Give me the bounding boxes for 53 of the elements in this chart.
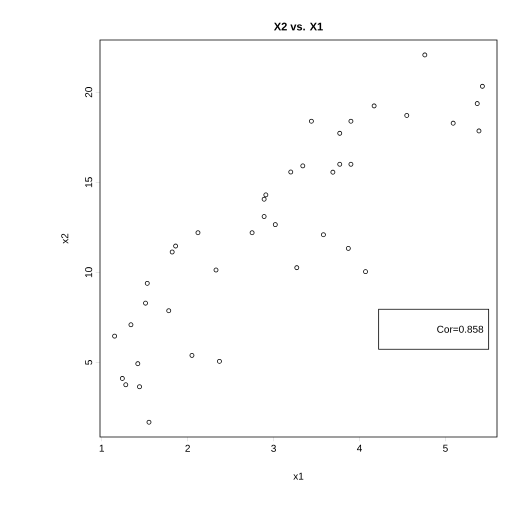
point <box>196 230 200 236</box>
x-tick-label: 4 <box>356 444 362 452</box>
y-axis-title: x2 <box>61 234 68 244</box>
point <box>321 232 326 238</box>
point <box>250 230 254 236</box>
point <box>144 280 150 286</box>
point <box>214 268 218 272</box>
point <box>294 265 300 270</box>
y-tick-label: 15 <box>85 177 92 188</box>
point <box>348 162 354 167</box>
point <box>480 84 485 89</box>
point <box>128 322 134 328</box>
point <box>337 130 342 136</box>
y-tick-label: 5 <box>85 360 92 365</box>
x-axis-title: x1 <box>293 472 304 480</box>
point <box>123 382 128 388</box>
point <box>337 162 342 167</box>
point <box>262 196 267 202</box>
point <box>170 250 175 254</box>
point <box>288 170 294 174</box>
point <box>112 334 118 339</box>
x-tick-label: 5 <box>443 444 448 452</box>
point <box>404 113 410 118</box>
x-tick-label: 3 <box>271 444 276 452</box>
y-tick-label: 10 <box>85 267 92 278</box>
point <box>372 104 377 108</box>
point <box>348 118 354 124</box>
point <box>363 269 368 274</box>
x-tick-label: 2 <box>185 444 190 452</box>
point <box>450 120 456 126</box>
point <box>263 192 268 198</box>
point <box>476 128 482 134</box>
y-tick-label: 20 <box>85 87 92 98</box>
point <box>173 244 178 248</box>
point <box>120 376 125 381</box>
point <box>137 384 142 390</box>
point <box>346 246 351 251</box>
point <box>330 170 336 175</box>
point <box>135 361 140 366</box>
point <box>300 164 306 168</box>
chart-title: X2 vs. X1 <box>274 22 323 30</box>
point <box>308 118 314 124</box>
point <box>217 358 222 364</box>
point <box>422 52 428 58</box>
point <box>166 308 172 314</box>
annotation: Cor=0.858 <box>437 326 484 333</box>
point <box>262 214 267 219</box>
x-tick-label: 1 <box>100 444 104 452</box>
point <box>190 353 194 358</box>
point <box>474 101 480 106</box>
point <box>146 420 152 425</box>
point <box>143 300 148 306</box>
point <box>272 222 278 228</box>
